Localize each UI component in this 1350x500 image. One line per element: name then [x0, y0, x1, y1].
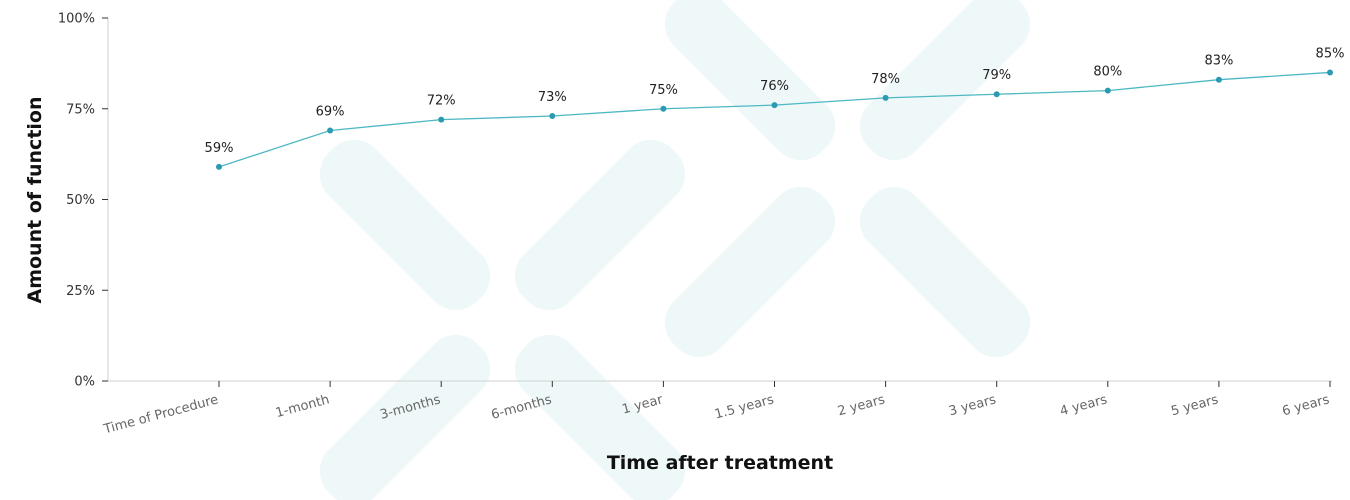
watermark-bar-3 — [514, 334, 686, 500]
data-point[interactable] — [1215, 76, 1222, 83]
axes: 0% 25% 50% 75% 100% Time of Procedure 1-month 3… — [58, 12, 1332, 438]
data-point[interactable] — [438, 116, 445, 123]
data-label: 85% — [1316, 46, 1345, 61]
data-label: 80% — [1093, 65, 1122, 80]
labels: 59% 69% 72% 73% 75% 76% 78% 79% 80% 83% 85% — [205, 46, 1345, 155]
watermark-bar-5 — [859, 0, 1031, 161]
data-point[interactable] — [1327, 69, 1333, 76]
x-tick-label: 1 year — [621, 392, 666, 417]
x-tick-label: 6-months — [490, 392, 554, 423]
y-tick-label: 0% — [74, 375, 95, 390]
data-label: 75% — [649, 83, 678, 98]
data-label: 76% — [760, 79, 789, 94]
data-label: 69% — [316, 105, 345, 120]
data-label: 79% — [982, 68, 1011, 83]
watermark-bar-6 — [664, 186, 836, 358]
y-tick-label: 50% — [66, 193, 95, 208]
series — [216, 69, 1333, 170]
data-point[interactable] — [1104, 87, 1111, 94]
y-axis-title: Amount of function — [24, 97, 46, 304]
data-label: 59% — [205, 141, 234, 156]
x-tick-label: 3 years — [947, 392, 998, 419]
x-tick-label: 1-month — [274, 392, 331, 421]
x-tick-label: 1.5 years — [713, 392, 776, 422]
data-point[interactable] — [993, 91, 1000, 98]
data-point[interactable] — [327, 127, 334, 134]
y-tick-label: 100% — [58, 12, 95, 27]
x-axis-title: Time after treatment — [607, 452, 833, 474]
x-tick-label: 2 years — [836, 392, 887, 419]
data-point[interactable] — [660, 105, 667, 112]
watermark-bar-7 — [859, 186, 1031, 358]
data-label: 73% — [538, 90, 567, 105]
watermark-bar-0 — [319, 139, 491, 311]
watermark-bar-2 — [319, 334, 491, 500]
x-tick-label: Time of Procedure — [101, 392, 220, 437]
data-label: 78% — [871, 72, 900, 87]
data-point[interactable] — [771, 102, 778, 109]
data-point[interactable] — [549, 113, 556, 120]
watermark-bar-4 — [664, 0, 836, 161]
watermark-bar-1 — [514, 139, 686, 311]
data-label: 72% — [427, 94, 456, 109]
data-label: 83% — [1204, 54, 1233, 69]
x-tick-label: 6 years — [1281, 392, 1332, 419]
watermark-logo — [319, 0, 1031, 500]
data-point[interactable] — [882, 94, 889, 101]
x-tick-label: 4 years — [1058, 392, 1109, 419]
data-point[interactable] — [216, 163, 222, 170]
x-tick-label: 5 years — [1170, 392, 1221, 419]
y-tick-label: 25% — [66, 284, 95, 299]
y-tick-label: 75% — [66, 102, 95, 117]
